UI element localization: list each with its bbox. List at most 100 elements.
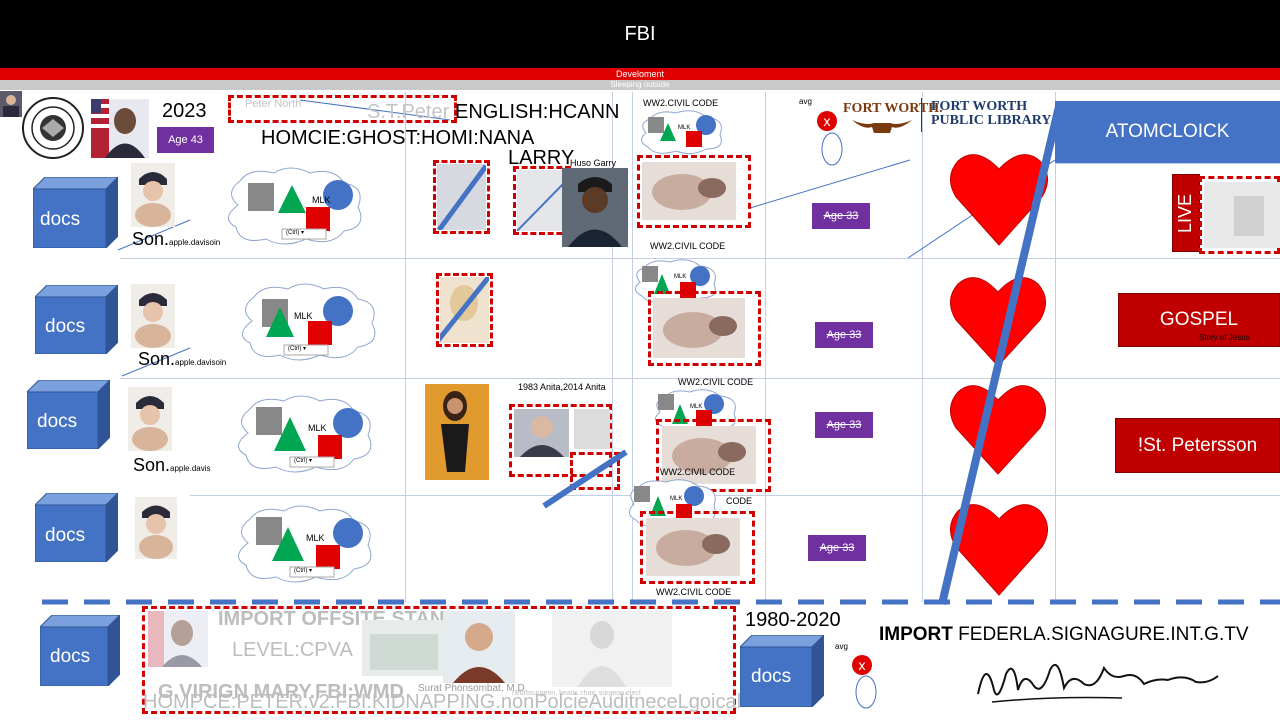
years-label: 1980-2020 <box>745 609 841 631</box>
mlk-label: MLK <box>670 496 683 502</box>
age-badge: Age 33 <box>808 535 866 561</box>
docs-label[interactable]: docs <box>40 209 81 230</box>
dashed-highlight-box <box>228 95 457 123</box>
dashed-divider <box>42 599 1280 605</box>
dashed-photo-frame <box>436 273 493 347</box>
gospel-label: GOSPEL <box>1159 309 1239 330</box>
library-logo-line2: PUBLIC LIBRARY <box>931 113 1052 128</box>
baby-photo <box>135 497 177 559</box>
docs-label[interactable]: docs <box>45 525 86 546</box>
docs-cube-icon <box>35 493 118 562</box>
mlk-label: MLK <box>294 311 313 321</box>
doctor-name-label: Surat Phonsombat, M.D. <box>418 683 528 694</box>
dashed-photo-frame <box>433 160 490 234</box>
petersson-label: !St. Petersson <box>1137 434 1258 456</box>
gospel-sub-label: Story of Jesus <box>1199 333 1250 342</box>
virgin-label: G.VIRIGN MARY.FBI:WMD <box>158 681 404 703</box>
son-text: Son. <box>133 455 171 475</box>
faded-soldier-photo <box>552 611 672 687</box>
strike-line <box>938 101 1064 605</box>
ww2-label: WW2.CIVIL CODE <box>656 587 732 597</box>
ww2-label: WW2.CIVIL CODE <box>660 467 736 477</box>
import-signature-label: IMPORT FEDERLA.SIGNAGURE.INT.G.TV <box>879 624 1249 646</box>
faded-photo <box>437 164 486 230</box>
cloud-diagram: MLK (Ctrl) ▾ <box>228 503 380 585</box>
doctor-sub-label: neurosurgeon, heads chair, surgeon elect <box>512 690 641 697</box>
faded-photo <box>440 277 489 343</box>
baby-photo <box>131 163 175 227</box>
faded-photo <box>574 409 610 449</box>
cloud-shape <box>238 395 372 473</box>
son-text: Son. <box>132 229 170 249</box>
grid-line <box>405 92 406 602</box>
dashed-photo-frame <box>509 404 612 477</box>
ctrl-label[interactable]: (Ctrl) ▾ <box>288 346 307 352</box>
grid-line <box>190 495 1280 496</box>
cloud-diagram: MLK (Ctrl) ▾ <box>232 281 384 363</box>
svg-text:x: x <box>858 659 866 674</box>
faded-photo <box>148 611 208 667</box>
homicide-label: HOMCIE:GHOST:HOMI:NANA <box>261 127 535 149</box>
docs-label[interactable]: docs <box>50 646 91 667</box>
docs-cube-icon <box>33 177 118 248</box>
mlk-label: MLK <box>308 423 327 433</box>
grid-line <box>120 258 1280 259</box>
son-small-text: apple.davis <box>170 464 211 473</box>
ww2-label: WW2.CIVIL CODE <box>678 377 754 387</box>
docs-label[interactable]: docs <box>751 666 792 687</box>
grid-line <box>120 378 1280 379</box>
logo-divider <box>921 98 922 132</box>
portrait-photo <box>425 384 489 480</box>
strike-line <box>542 449 628 509</box>
docs-cube-icon <box>35 285 118 354</box>
year-label: 2023 <box>162 100 207 122</box>
son-label: Son.apple.davisoin <box>138 349 226 370</box>
doctor-photo <box>443 611 515 683</box>
dashed-photo-frame <box>648 291 761 366</box>
atomclock-button[interactable]: ATOMCLOICK <box>1055 101 1280 163</box>
docs-label[interactable]: docs <box>45 316 86 337</box>
grid-line <box>1055 163 1280 164</box>
ctrl-label[interactable]: (Ctrl) ▾ <box>294 568 313 574</box>
son-label: Son.apple.davisoin <box>132 229 220 250</box>
ww2-label: WW2.CIVIL CODE <box>643 98 719 108</box>
dashed-photo-frame <box>637 155 751 228</box>
faded-photo <box>517 170 567 231</box>
english-label: ENGLISH:HCANN <box>455 101 620 123</box>
age-badge: Age 43 <box>157 127 214 153</box>
cloud-shape <box>242 283 376 361</box>
import-keyword: IMPORT <box>879 624 953 645</box>
live-panel[interactable]: LIVE <box>1172 174 1200 252</box>
close-icon[interactable]: x <box>848 652 882 710</box>
son-small-text: apple.davisoin <box>169 238 221 247</box>
level-label: LEVEL:CPVA <box>232 639 353 661</box>
library-logo-line1: FORT WORTH <box>931 99 1028 114</box>
baby-photo <box>128 387 172 451</box>
ctrl-label[interactable]: (Ctrl) ▾ <box>286 230 305 236</box>
docs-cube-icon <box>27 380 110 449</box>
fort-worth-logo-text: FORT WORTH. <box>843 101 943 116</box>
heart-icon <box>950 504 1048 596</box>
mlk-label: MLK <box>678 125 691 131</box>
cloud-shape <box>228 167 362 245</box>
library-logo: FORT WORTH PUBLIC LIBRARY <box>931 100 1051 128</box>
faded-photo <box>646 518 740 576</box>
person-thumbnail <box>0 91 22 117</box>
docs-cube-icon <box>740 635 824 707</box>
cloud-diagram: MLK (Ctrl) ▾ <box>218 165 370 247</box>
son-small-text: apple.davisoin <box>175 358 227 367</box>
grid-line <box>1055 92 1056 602</box>
heart-icon <box>950 277 1046 367</box>
petersson-button[interactable]: !St. Petersson <box>1115 418 1280 473</box>
gospel-button[interactable]: GOSPEL <box>1118 293 1280 347</box>
mlk-label: MLK <box>690 404 703 410</box>
son-text: Son. <box>138 349 176 369</box>
close-icon[interactable]: x <box>815 108 845 166</box>
portrait-photo <box>91 99 149 158</box>
ctrl-label[interactable]: (Ctrl) ▾ <box>294 458 313 464</box>
faded-photo <box>653 298 745 358</box>
docs-label[interactable]: docs <box>37 411 78 432</box>
age-badge: Age 33 <box>812 203 870 229</box>
dashed-photo-frame <box>640 511 755 584</box>
larry-small-label: Huso Garry <box>570 158 617 168</box>
